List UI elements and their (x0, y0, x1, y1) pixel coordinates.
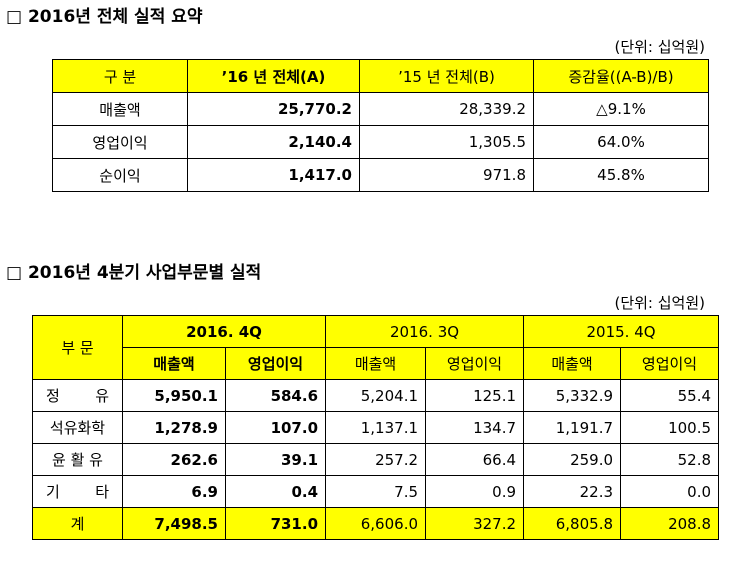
value-cell: 0.9 (425, 475, 525, 508)
section1-title: □ 2016년 전체 실적 요약 (6, 7, 203, 27)
row-label: 석유화학 (32, 411, 123, 444)
value-cell: 22.3 (523, 475, 622, 508)
value-cell: 125.1 (425, 379, 525, 412)
table-row: 석유화학 1,278.9 107.0 1,137.1 134.7 1,191.7… (32, 411, 720, 444)
header-period-2016-3q: 2016. 3Q (325, 315, 525, 348)
header-period-2016-4q: 2016. 4Q (121, 315, 327, 348)
value-cell: 1,137.1 (325, 411, 427, 444)
header-division: 부 문 (32, 315, 123, 380)
total-value: 327.2 (425, 507, 525, 540)
value-cell: 1,191.7 (523, 411, 622, 444)
section1-unit: (단위: 십억원) (614, 38, 705, 56)
total-value: 208.8 (620, 507, 720, 540)
header-2015-total: ’15 년 전체(B) (359, 59, 534, 93)
value-rate: △9.1% (533, 92, 709, 126)
table-row: 영업이익 2,140.4 1,305.5 64.0% (52, 125, 709, 159)
header-period-2015-4q: 2015. 4Q (523, 315, 720, 348)
value-cell: 5,204.1 (325, 379, 427, 412)
row-label: 영업이익 (52, 125, 188, 159)
value-cell: 262.6 (122, 443, 226, 476)
section2-unit: (단위: 십억원) (614, 294, 705, 312)
value-cell: 1,278.9 (122, 411, 226, 444)
row-label: 순이익 (52, 158, 188, 192)
value-rate: 45.8% (533, 158, 709, 192)
row-label-right: 타 (95, 483, 109, 501)
row-label: 윤 활 유 (32, 443, 123, 476)
value-2015: 1,305.5 (359, 125, 534, 159)
value-cell: 39.1 (224, 443, 327, 476)
header-2016-total: ’16 년 전체(A) (187, 59, 360, 93)
total-value: 6,805.8 (523, 507, 622, 540)
value-cell: 7.5 (325, 475, 427, 508)
value-cell: 257.2 (325, 443, 427, 476)
value-cell: 0.4 (224, 475, 327, 508)
table-row: 매출액 25,770.2 28,339.2 △9.1% (52, 92, 709, 126)
section2-title: □ 2016년 4분기 사업부문별 실적 (6, 263, 262, 283)
row-label-left: 정 (46, 387, 60, 405)
value-2016: 25,770.2 (187, 92, 360, 126)
table-header-row: 부 문 2016. 4Q 2016. 3Q 2015. 4Q (32, 315, 720, 380)
table-row: 순이익 1,417.0 971.8 45.8% (52, 158, 709, 192)
subheader-operating-profit: 영업이익 (425, 347, 525, 380)
value-cell: 584.6 (224, 379, 327, 412)
subheader-sales: 매출액 (325, 347, 427, 380)
value-cell: 52.8 (620, 443, 720, 476)
total-row: 계 7,498.5 731.0 6,606.0 327.2 6,805.8 20… (32, 507, 720, 540)
value-cell: 5,332.9 (523, 379, 622, 412)
division-performance-table: 부 문 2016. 4Q 2016. 3Q 2015. 4Q 매출액 영업이익 … (32, 315, 720, 540)
value-rate: 64.0% (533, 125, 709, 159)
subheader-operating-profit: 영업이익 (224, 347, 327, 380)
value-cell: 107.0 (224, 411, 327, 444)
value-cell: 134.7 (425, 411, 525, 444)
row-label: 매출액 (52, 92, 188, 126)
total-value: 7,498.5 (122, 507, 226, 540)
value-2015: 28,339.2 (359, 92, 534, 126)
total-label: 계 (32, 507, 123, 540)
row-label-left: 기 (46, 483, 60, 501)
header-growth-rate: 증감율((A-B)/B) (533, 59, 709, 93)
header-division: 구 분 (52, 59, 188, 93)
subheader-operating-profit: 영업이익 (620, 347, 720, 380)
row-label-right: 유 (95, 387, 109, 405)
table-subheader-row: 매출액 영업이익 매출액 영업이익 매출액 영업이익 (33, 347, 720, 380)
value-cell: 66.4 (425, 443, 525, 476)
value-cell: 100.5 (620, 411, 720, 444)
value-cell: 55.4 (620, 379, 720, 412)
total-value: 6,606.0 (325, 507, 427, 540)
value-cell: 5,950.1 (122, 379, 226, 412)
value-2015: 971.8 (359, 158, 534, 192)
value-cell: 6.9 (122, 475, 226, 508)
subheader-sales: 매출액 (122, 347, 226, 380)
table-row: 윤 활 유 262.6 39.1 257.2 66.4 259.0 52.8 (32, 443, 720, 476)
total-value: 731.0 (224, 507, 327, 540)
value-2016: 2,140.4 (187, 125, 360, 159)
value-cell: 0.0 (620, 475, 720, 508)
subheader-sales: 매출액 (523, 347, 622, 380)
table-header-row: 구 분 ’16 년 전체(A) ’15 년 전체(B) 증감율((A-B)/B) (52, 59, 709, 93)
annual-summary-table: 구 분 ’16 년 전체(A) ’15 년 전체(B) 증감율((A-B)/B)… (52, 59, 709, 192)
value-cell: 259.0 (523, 443, 622, 476)
value-2016: 1,417.0 (187, 158, 360, 192)
